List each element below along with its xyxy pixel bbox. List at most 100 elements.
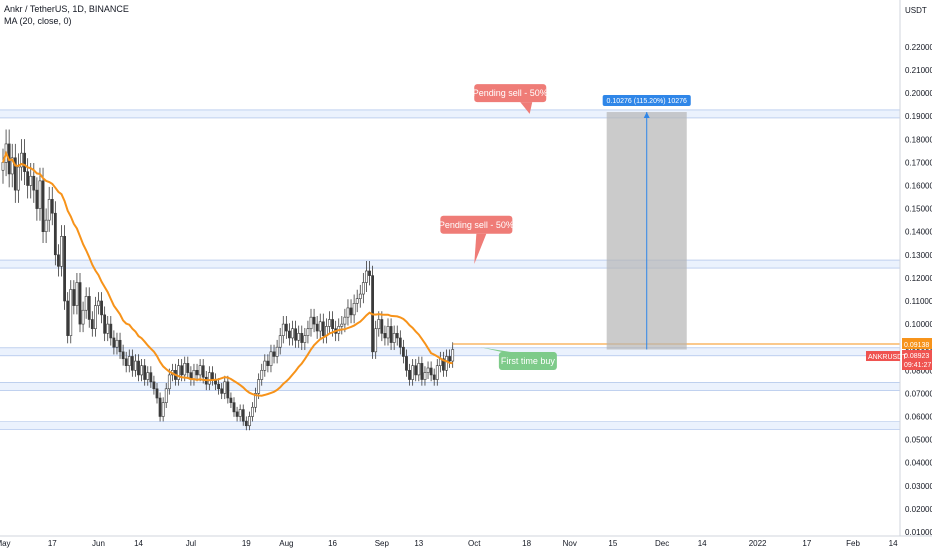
callout-pointer-0: [520, 102, 533, 114]
candle-body: [13, 157, 17, 191]
candle-body: [75, 282, 79, 306]
candle-body: [244, 420, 248, 427]
candle-body: [383, 333, 387, 339]
candle-body: [420, 363, 424, 380]
candle-body: [158, 397, 162, 417]
candle-body: [368, 270, 371, 276]
candle-body: [352, 303, 356, 316]
candle-body: [355, 298, 359, 304]
candle-body: [435, 365, 439, 380]
candle-body: [241, 409, 245, 422]
candle-body: [10, 157, 14, 175]
x-tick-label: 14: [889, 539, 898, 548]
ma-value-tag: 0.09138: [904, 342, 929, 349]
candle-body: [134, 360, 137, 371]
measure-arrow-head: [643, 112, 650, 119]
candles: [1, 129, 455, 431]
candle-body: [426, 367, 430, 373]
candle-body: [29, 175, 33, 186]
candle-body: [164, 388, 168, 403]
candle-body: [130, 356, 134, 371]
x-tick-label: 18: [522, 539, 531, 548]
candle-body: [53, 212, 57, 256]
candle-body: [109, 323, 113, 339]
zone-band-1: [0, 260, 900, 269]
countdown-tag: 09:41:27: [904, 362, 931, 369]
candle-body: [401, 346, 405, 357]
candle-body: [294, 328, 298, 341]
candle-body: [57, 254, 60, 267]
ticker-tag: ANKRUSDT: [868, 354, 907, 361]
callout-pointer-1: [474, 233, 487, 265]
ma-value-tag-bg: [902, 338, 932, 350]
candle-body: [306, 328, 310, 336]
y-tick-label: 0.21000: [905, 66, 932, 75]
zone-band-3: [0, 382, 900, 391]
candle-body: [143, 365, 147, 380]
callouts[interactable]: Pending sell - 50% Pending sell - 50% Firs…: [439, 84, 557, 371]
y-tick-label: 0.17000: [905, 158, 932, 167]
candle-body: [106, 323, 110, 334]
candle-body: [442, 358, 445, 371]
x-tick-label: Dec: [655, 539, 669, 548]
candle-body: [223, 381, 227, 394]
y-tick-label: 0.19000: [905, 112, 932, 121]
candle-body: [266, 360, 270, 366]
candle-body: [315, 323, 319, 332]
candle-body: [226, 381, 230, 399]
candle-body: [66, 300, 70, 336]
candle-body: [386, 326, 390, 339]
callout-pointer-2: [480, 347, 511, 353]
candle-body: [377, 319, 381, 330]
candle-body: [127, 356, 131, 366]
candle-body: [90, 319, 94, 330]
candle-body: [161, 402, 165, 417]
y-tick-label: 0.20000: [905, 89, 932, 98]
candle-body: [260, 369, 264, 380]
candle-body: [303, 335, 307, 343]
price-axis[interactable]: USDT 0.01000 0.02000 0.03000 0.04000 0.05000 0…: [899, 0, 932, 537]
x-tick-label: Oct: [468, 539, 481, 548]
indicator-legend: MA (20, close, 0): [4, 16, 72, 26]
candle-body: [349, 307, 353, 316]
x-tick-label: Sep: [375, 539, 390, 548]
y-tick-label: 0.11000: [905, 297, 932, 306]
candle-body: [183, 363, 187, 376]
y-tick-label: 0.01000: [905, 528, 932, 537]
y-tick-label: 0.12000: [905, 274, 932, 283]
candle-body: [177, 365, 180, 380]
callout-bg-1: [440, 215, 513, 234]
candle-body: [365, 270, 368, 283]
y-tick-label: 0.16000: [905, 182, 932, 191]
candle-body: [35, 189, 39, 209]
measure-label: 0.10276 (115.20%) 10276: [607, 98, 688, 105]
candle-body: [429, 367, 433, 376]
y-tick-label: 0.22000: [905, 43, 932, 52]
candle-body: [137, 360, 140, 376]
y-tick-label: 0.14000: [905, 228, 932, 237]
candle-body: [180, 365, 184, 376]
candle-body: [343, 316, 347, 325]
time-axis[interactable]: May 17 Jun 14 Jul 19 Aug 16 Sep 13 Oct 18 Nov 15 Dec 14…: [0, 535, 932, 548]
candle-body: [220, 388, 224, 394]
candle-body: [254, 393, 257, 408]
candle-body: [395, 333, 399, 339]
x-tick-label: 14: [134, 539, 143, 548]
y-tick-label: 0.07000: [905, 389, 932, 398]
candle-body: [251, 406, 254, 417]
y-tick-label: 0.03000: [905, 482, 932, 491]
candle-body: [331, 319, 334, 330]
candle-body: [186, 363, 190, 373]
measure-tool[interactable]: 0.10276 (115.20%) 10276: [602, 95, 691, 350]
candle-body: [23, 152, 26, 172]
candle-body: [44, 219, 48, 232]
candle-body: [195, 369, 199, 376]
candle-body: [112, 337, 116, 348]
candle-body: [155, 388, 159, 399]
candle-body: [321, 321, 325, 336]
y-tick-label: 0.10000: [905, 320, 932, 329]
candle-body: [358, 293, 362, 299]
candle-body: [417, 363, 421, 376]
